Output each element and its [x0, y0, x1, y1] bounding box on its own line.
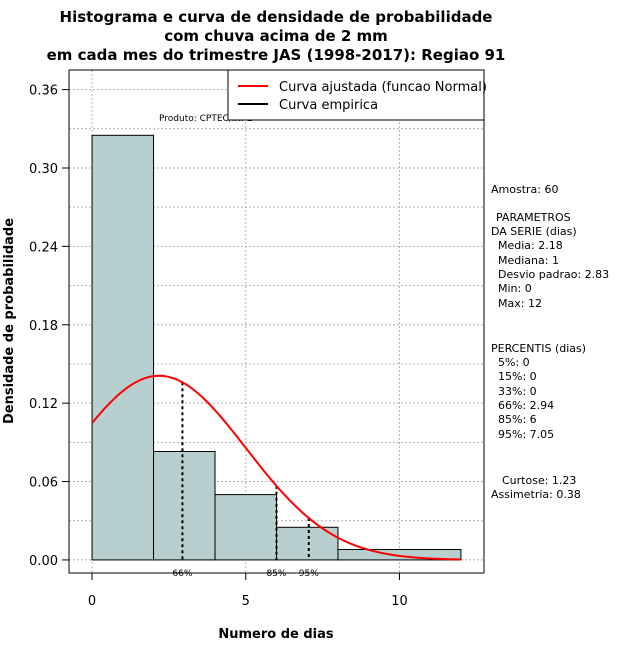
stat-p85: 85%: 6 [498, 413, 537, 426]
histogram-bar-2 [214, 494, 278, 561]
chart-title-line-2: com chuva acima de 2 mm [164, 27, 388, 45]
y-tick-label-2: 0.12 [29, 397, 58, 412]
stat-percentis-title: PERCENTIS (dias) [491, 342, 586, 355]
legend-box [227, 69, 485, 121]
x-axis-title: Numero de dias [218, 627, 334, 642]
y-axis: 0.00 0.06 0.12 0.18 0.24 0.30 0.36 [29, 84, 70, 569]
x-tick-label-0: 0 [88, 594, 96, 609]
stat-p95: 95%: 7.05 [498, 428, 554, 441]
stat-mediana: Mediana: 1 [498, 254, 559, 267]
stats-panel: Amostra: 60 PARAMETROS DA SERIE (dias) M… [491, 183, 609, 501]
stat-min: Min: 0 [498, 282, 532, 295]
stat-media: Media: 2.18 [498, 239, 563, 252]
histogram-bar-4 [337, 548, 462, 561]
stat-curtose: Curtose: 1.23 [502, 474, 576, 487]
stat-parametros-title-2: DA SERIE (dias) [491, 225, 577, 238]
stat-p33: 33%: 0 [498, 385, 537, 398]
normal-curve-line [91, 374, 461, 561]
percentile-label-0: 66% [172, 569, 192, 579]
x-tick-label-2: 10 [391, 594, 408, 609]
stat-p5: 5%: 0 [498, 356, 530, 369]
stat-amostra: Amostra: 60 [491, 183, 558, 196]
percentile-label-2: 95% [299, 569, 319, 579]
stat-assimetria: Assimetria: 0.38 [491, 488, 581, 501]
percentile-label-1: 85% [266, 569, 286, 579]
y-tick-label-0: 0.00 [29, 554, 58, 569]
product-label: Produto: CPTEC/INPE [159, 114, 253, 124]
legend: Curva ajustada (funcao Normal) Curva emp… [227, 69, 487, 121]
stat-max: Max: 12 [498, 297, 542, 310]
histogram-bar-0 [91, 134, 155, 561]
x-tick-label-1: 5 [242, 594, 250, 609]
histogram-bars [91, 134, 462, 561]
legend-label-empirical: Curva empirica [279, 98, 378, 113]
y-tick-label-1: 0.06 [29, 476, 58, 491]
y-tick-label-5: 0.30 [29, 162, 58, 177]
x-axis: 0 5 10 [88, 572, 408, 609]
chart-title-line-1: Histograma e curva de densidade de proba… [60, 8, 493, 26]
stat-p66: 66%: 2.94 [498, 399, 554, 412]
chart-title-line-3: em cada mes do trimestre JAS (1998-2017)… [47, 46, 506, 64]
legend-label-normal: Curva ajustada (funcao Normal) [279, 80, 487, 95]
y-tick-label-6: 0.36 [29, 84, 58, 99]
y-axis-title: Densidade de probabilidade [2, 218, 17, 424]
y-tick-label-4: 0.24 [29, 240, 58, 255]
percentile-lines: 66% 85% 95% [172, 382, 319, 579]
y-tick-label-3: 0.18 [29, 319, 58, 334]
histogram-bar-1 [153, 450, 216, 561]
stat-desvio: Desvio padrao: 2.83 [498, 268, 609, 281]
stat-parametros-title-1: PARAMETROS [496, 211, 571, 224]
stat-p15: 15%: 0 [498, 370, 537, 383]
